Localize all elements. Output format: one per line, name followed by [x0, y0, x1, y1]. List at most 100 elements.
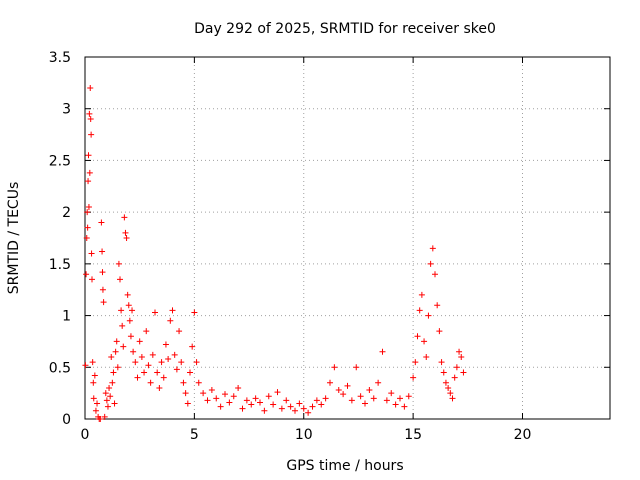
data-point	[89, 276, 95, 283]
data-point	[265, 393, 272, 400]
data-point	[397, 395, 403, 402]
data-point	[94, 400, 101, 407]
data-point	[126, 317, 133, 324]
data-point	[449, 395, 456, 402]
data-point	[217, 403, 224, 410]
data-point	[178, 359, 185, 366]
data-point	[447, 390, 454, 397]
data-point	[375, 379, 382, 386]
data-point	[322, 395, 329, 402]
data-point	[208, 387, 215, 394]
data-point	[292, 407, 298, 414]
data-point	[370, 395, 377, 402]
data-point	[200, 390, 207, 397]
data-point	[88, 250, 95, 257]
data-point	[86, 169, 93, 176]
data-point	[85, 152, 92, 159]
data-point	[340, 391, 347, 398]
grid	[85, 57, 610, 419]
data-point	[313, 397, 320, 404]
y-tick-label: 1.5	[49, 257, 71, 273]
x-tick-label: 10	[295, 427, 313, 443]
data-point	[362, 400, 368, 407]
data-point	[85, 178, 92, 185]
data-point	[442, 379, 449, 386]
data-point	[99, 269, 106, 276]
data-point	[401, 403, 408, 410]
data-point	[440, 369, 447, 376]
data-point	[147, 379, 154, 386]
data-point	[453, 364, 460, 371]
data-point	[230, 393, 237, 400]
chart-title: Day 292 of 2025, SRMTID for receiver ske…	[194, 21, 496, 37]
x-axis-label: GPS time / hours	[286, 458, 403, 474]
data-point	[99, 248, 106, 255]
data-point	[261, 407, 268, 414]
data-point	[85, 203, 92, 210]
data-point	[145, 362, 152, 369]
data-point	[184, 400, 191, 407]
data-point	[90, 379, 97, 386]
data-point	[460, 369, 467, 376]
data-point	[156, 384, 163, 391]
data-point	[130, 348, 137, 355]
data-point	[427, 260, 434, 267]
x-tick-label: 15	[404, 427, 422, 443]
data-point	[111, 400, 118, 407]
data-point	[421, 338, 428, 345]
data-point	[239, 405, 246, 412]
data-point	[160, 374, 167, 381]
data-point	[274, 389, 281, 396]
data-point	[119, 322, 126, 329]
data-point	[100, 299, 107, 306]
y-tick-label: 2	[62, 205, 71, 221]
data-point	[104, 403, 111, 410]
data-point	[187, 369, 193, 376]
data-point	[412, 359, 419, 366]
data-point	[405, 393, 412, 400]
data-point	[84, 224, 91, 231]
data-point	[379, 348, 386, 355]
data-point	[436, 328, 443, 335]
x-tick-label: 0	[81, 427, 90, 443]
data-point	[136, 338, 143, 345]
y-tick-labels: 0 0.5 1 1.5 2 2.5 3 3.5	[49, 50, 71, 428]
data-point	[87, 116, 94, 123]
data-point	[134, 374, 141, 381]
data-point	[425, 312, 432, 319]
data-point	[213, 395, 220, 402]
data-point	[445, 384, 452, 391]
data-point	[357, 393, 364, 400]
data-point	[97, 416, 104, 422]
data-point	[120, 343, 127, 350]
data-point	[138, 353, 145, 360]
data-point	[195, 379, 202, 386]
data-point	[335, 387, 342, 394]
data-point	[287, 403, 294, 410]
data-point	[165, 356, 172, 363]
data-point	[84, 209, 91, 216]
data-point	[87, 85, 94, 92]
data-point	[141, 369, 148, 376]
data-point	[318, 401, 325, 408]
data-point	[107, 393, 114, 400]
y-tick-label: 3	[62, 102, 71, 118]
data-point	[257, 399, 263, 406]
data-point	[348, 397, 355, 404]
data-point	[388, 390, 395, 397]
data-point	[91, 372, 98, 379]
y-tick-label: 3.5	[49, 50, 71, 66]
data-point	[296, 400, 303, 407]
data-point	[252, 395, 259, 402]
data-point	[124, 291, 131, 298]
data-point	[353, 364, 360, 371]
data-point	[113, 338, 120, 345]
data-point	[410, 374, 417, 381]
data-point	[235, 384, 242, 391]
data-point	[416, 307, 423, 314]
data-point	[451, 374, 458, 381]
data-point	[112, 348, 119, 355]
data-point	[418, 291, 425, 298]
data-point	[99, 286, 106, 293]
data-point	[106, 384, 113, 391]
